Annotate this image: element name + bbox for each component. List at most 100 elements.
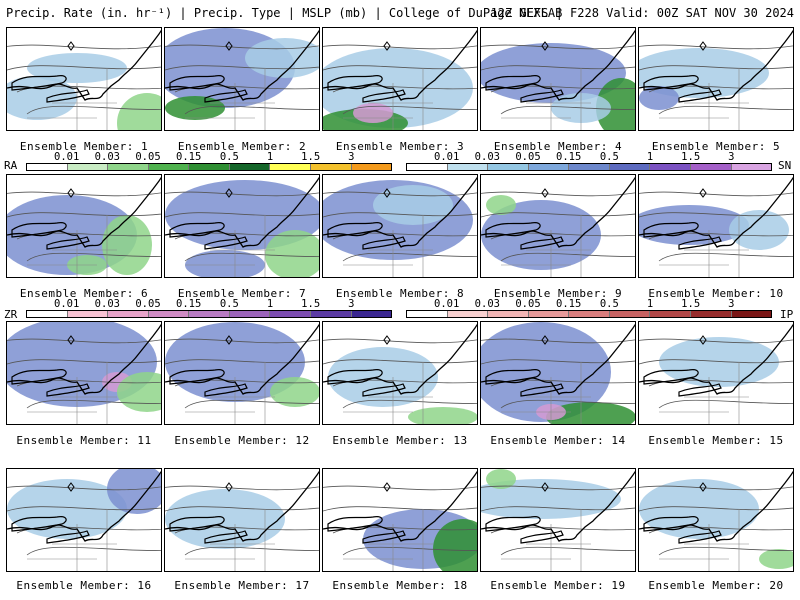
isobar-line (500, 546, 635, 556)
snow-legend-tick-label: 0.03 (474, 151, 500, 163)
isobar-line (342, 252, 477, 262)
precip-map-canvas (165, 28, 319, 130)
isobar-line (639, 338, 793, 344)
ensemble-member-map (164, 321, 320, 425)
precip-map-canvas (639, 29, 793, 130)
isobar-line (639, 65, 793, 71)
station-marker-icon (383, 482, 391, 492)
coastline (7, 176, 161, 248)
snow-legend-ticks: 0.01 0.03 0.05 0.15 0.5 1 1.5 3 (406, 151, 772, 163)
coastline (639, 176, 793, 248)
coastline (639, 470, 793, 542)
isobar-line (7, 506, 161, 512)
isobar-line (323, 65, 477, 71)
isobar-line (323, 359, 477, 365)
isobar-line (165, 65, 319, 71)
ensemble-member-caption: Ensemble Member: 4 (493, 140, 623, 153)
precip-area (408, 407, 477, 424)
isobar-line (26, 105, 161, 115)
great-lakes-outline (643, 75, 722, 103)
rain-legend-swatch (189, 164, 230, 170)
coastline (481, 29, 635, 101)
isobar-line (658, 546, 793, 556)
precip-map-canvas (481, 469, 635, 571)
ensemble-member-map (638, 174, 794, 278)
ensemble-member-caption: Ensemble Member: 18 (332, 579, 468, 592)
ensemble-member-caption: Ensemble Member: 19 (490, 579, 626, 592)
great-lakes-outline (169, 516, 248, 544)
sleet-legend-label: IP (780, 308, 794, 321)
great-lakes-outline (11, 369, 90, 397)
great-lakes-outline (11, 222, 90, 250)
snow-legend-swatch (690, 164, 732, 170)
precip-area (759, 549, 793, 569)
ensemble-member-map (480, 468, 636, 572)
snow-legend-swatch (731, 164, 772, 170)
precip-area (546, 402, 635, 424)
great-lakes-outline (643, 369, 722, 397)
coastline (165, 323, 319, 395)
isobar-line (639, 506, 793, 512)
precip-area (117, 93, 161, 130)
precip-area (165, 489, 285, 549)
isobar-line (7, 65, 161, 71)
great-lakes-outline (485, 75, 564, 103)
precip-area (107, 469, 161, 514)
snow-legend-swatch (407, 164, 448, 170)
sleet-legend-tick-label: 0.05 (515, 298, 541, 310)
rain-legend-tick-label: 0.05 (135, 151, 161, 163)
ensemble-member-map (480, 27, 636, 131)
precip-area (639, 48, 769, 98)
snow-legend-swatch (447, 164, 489, 170)
great-lakes-outline (643, 516, 722, 544)
freezing-legend-swatch (189, 311, 230, 317)
rain-legend-tick-label: 1.5 (301, 151, 321, 163)
great-lakes-outline (485, 369, 564, 397)
sleet-legend-swatch (447, 311, 489, 317)
station-marker-icon (67, 335, 75, 345)
precip-area (270, 377, 319, 407)
rain-legend-tick-label: 0.5 (219, 151, 239, 163)
precip-area (596, 78, 635, 130)
sleet-legend-colorbar (406, 310, 772, 318)
coastline (481, 323, 635, 395)
precip-area (486, 195, 516, 215)
rain-legend-tick-label: 1 (266, 151, 274, 163)
station-marker-icon (541, 41, 549, 51)
ensemble-member-caption: Ensemble Member: 3 (335, 140, 465, 153)
precip-map-canvas (165, 322, 319, 424)
freezing-legend-swatch (310, 311, 352, 317)
rain-legend-swatch (270, 164, 311, 170)
isobar-line (184, 252, 319, 262)
ensemble-member-caption: Ensemble Member: 13 (332, 434, 468, 447)
isobar-line (500, 105, 635, 115)
freezing-legend-swatch (67, 311, 109, 317)
precip-area (165, 96, 225, 120)
precip-map-canvas (481, 176, 635, 277)
sleet-legend-swatch (731, 311, 772, 317)
isobar-line (481, 506, 635, 512)
snow-legend-colorbar (406, 163, 772, 171)
isobar-line (639, 359, 793, 365)
ensemble-member-caption: Ensemble Member: 11 (16, 434, 152, 447)
ensemble-member-caption: Ensemble Member: 1 (19, 140, 149, 153)
snow-legend-swatch (488, 164, 529, 170)
rain-legend-label: RA (4, 159, 18, 172)
ensemble-member-map (6, 27, 162, 131)
station-marker-icon (699, 482, 707, 492)
station-marker-icon (225, 41, 233, 51)
isobar-line (658, 252, 793, 262)
great-lakes-outline (169, 75, 248, 103)
rain-legend-swatch (148, 164, 190, 170)
isobar-line (323, 44, 477, 50)
coastline (323, 176, 477, 248)
precip-area (185, 250, 265, 277)
freezing-legend-tick-label: 0.03 (94, 298, 120, 310)
isobar-line (342, 546, 477, 556)
freezing-legend-tick-label: 3 (348, 298, 355, 310)
coastline (165, 29, 319, 101)
great-lakes-outline (643, 222, 722, 250)
great-lakes-outline (169, 222, 248, 250)
isobar-line (26, 399, 161, 409)
isobar-line (323, 338, 477, 344)
